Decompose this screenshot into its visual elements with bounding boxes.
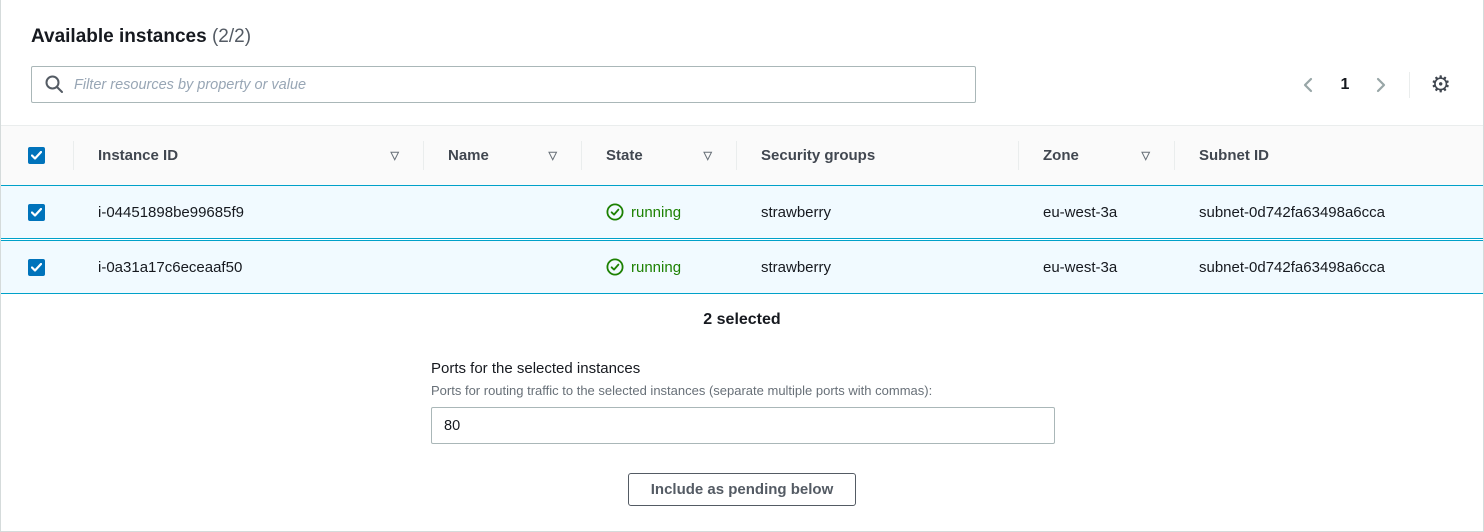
gear-icon: ⚙ xyxy=(1430,71,1451,97)
state-label: running xyxy=(631,203,682,221)
chevron-left-icon xyxy=(1304,77,1313,92)
page-title: Available instances xyxy=(31,26,207,47)
sort-filter-icon[interactable]: ▽ xyxy=(390,150,399,162)
filter-input[interactable] xyxy=(31,66,976,103)
cell-zone: eu-west-3a xyxy=(1043,258,1118,276)
check-icon xyxy=(31,207,42,217)
cell-subnet-id: subnet-0d742fa63498a6cca xyxy=(1199,203,1385,221)
check-icon xyxy=(31,262,42,272)
cell-instance-id: i-0a31a17c6eceaaf50 xyxy=(98,258,243,276)
ports-label: Ports for the selected instances xyxy=(431,360,641,377)
row-select-cell xyxy=(1,203,73,221)
table-toolbar: 1 ⚙ xyxy=(1,66,1483,103)
cell-security-groups: strawberry xyxy=(761,258,832,276)
column-header-name[interactable]: Name ▽ xyxy=(423,126,581,185)
cell-instance-id: i-04451898be99685f9 xyxy=(98,203,244,221)
column-header-zone[interactable]: Zone ▽ xyxy=(1018,126,1174,185)
panel-title-line: Available instances (2/2) xyxy=(31,26,1453,48)
toolbar-right-controls: 1 ⚙ xyxy=(1298,71,1453,98)
column-label: Security groups xyxy=(761,147,876,164)
instances-table: Instance ID ▽ Name ▽ State ▽ Security gr… xyxy=(1,125,1483,294)
chevron-right-icon xyxy=(1377,77,1386,92)
column-header-state[interactable]: State ▽ xyxy=(581,126,736,185)
row-checkbox[interactable] xyxy=(28,258,45,276)
table-row[interactable]: i-04451898be99685f9 running strawberry e… xyxy=(1,185,1483,239)
current-page-number: 1 xyxy=(1340,75,1350,93)
select-all-cell xyxy=(1,126,73,185)
cell-subnet-id: subnet-0d742fa63498a6cca xyxy=(1199,258,1385,276)
settings-button[interactable]: ⚙ xyxy=(1428,73,1453,96)
pagination: 1 xyxy=(1298,73,1391,97)
row-select-cell xyxy=(1,258,73,276)
table-row[interactable]: i-0a31a17c6eceaaf50 running strawberry e… xyxy=(1,240,1483,294)
sort-filter-icon[interactable]: ▽ xyxy=(1141,150,1150,162)
column-label: Zone xyxy=(1043,147,1079,164)
cell-state: running xyxy=(581,258,736,276)
column-label: Instance ID xyxy=(98,147,179,164)
table-header-row: Instance ID ▽ Name ▽ State ▽ Security gr… xyxy=(1,126,1483,185)
column-header-instance-id[interactable]: Instance ID ▽ xyxy=(73,126,423,185)
column-label: Name xyxy=(448,147,489,164)
sort-filter-icon[interactable]: ▽ xyxy=(703,150,712,162)
search-icon xyxy=(45,75,63,93)
select-all-checkbox[interactable] xyxy=(28,147,45,164)
column-header-subnet-id: Subnet ID xyxy=(1174,126,1483,185)
button-row: Include as pending below xyxy=(1,473,1483,506)
filter-box xyxy=(31,66,976,103)
cell-zone: eu-west-3a xyxy=(1043,203,1118,221)
status-running-icon xyxy=(606,258,624,276)
ports-input[interactable] xyxy=(431,407,1055,444)
panel-header: Available instances (2/2) xyxy=(1,0,1483,48)
toolbar-divider xyxy=(1409,71,1411,98)
column-label: Subnet ID xyxy=(1199,147,1269,164)
cell-security-groups: strawberry xyxy=(761,203,832,221)
previous-page-button[interactable] xyxy=(1298,73,1318,97)
ports-form: Ports for the selected instances Ports f… xyxy=(431,360,1055,444)
status-running-icon xyxy=(606,203,624,221)
column-header-security-groups: Security groups xyxy=(736,126,1018,185)
selected-summary: 2 selected xyxy=(703,311,781,328)
row-checkbox[interactable] xyxy=(28,203,45,221)
include-as-pending-button[interactable]: Include as pending below xyxy=(627,473,857,506)
next-page-button[interactable] xyxy=(1371,73,1391,97)
check-icon xyxy=(31,151,42,160)
state-label: running xyxy=(631,258,682,276)
column-label: State xyxy=(606,147,643,164)
ports-description: Ports for routing traffic to the selecte… xyxy=(431,383,933,398)
sort-filter-icon[interactable]: ▽ xyxy=(548,150,557,162)
cell-state: running xyxy=(581,203,736,221)
selected-count-badge: (2/2) xyxy=(211,26,252,47)
